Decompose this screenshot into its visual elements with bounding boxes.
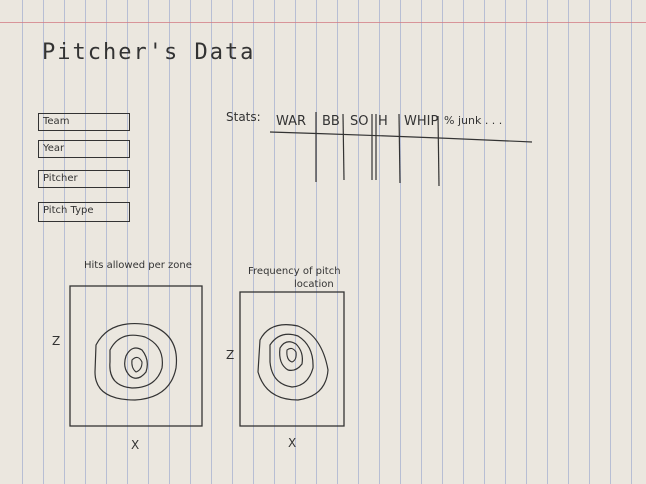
stat-h: H <box>378 114 388 129</box>
stat-so: SO <box>350 114 369 129</box>
hits-x-axis-label: X <box>131 438 140 452</box>
freq-chart-title-line1: Frequency of pitch <box>248 266 341 277</box>
paper-margin-line <box>0 22 646 23</box>
hits-chart-title: Hits allowed per zone <box>84 260 192 271</box>
hits-z-axis-label: Z <box>52 334 61 348</box>
freq-chart-title-line2: location <box>294 279 334 290</box>
pitcher-field[interactable]: Pitcher <box>38 170 130 188</box>
stat-junk: % junk . . . <box>444 114 503 127</box>
stat-bb: BB <box>322 114 340 129</box>
stats-label: Stats: <box>226 110 261 124</box>
stat-whip: WHIP <box>404 114 439 129</box>
year-field[interactable]: Year <box>38 140 130 158</box>
freq-x-axis-label: X <box>288 436 297 450</box>
freq-z-axis-label: Z <box>226 348 235 362</box>
page-title: Pitcher's Data <box>42 40 256 65</box>
team-field[interactable]: Team <box>38 113 130 131</box>
stat-war: WAR <box>276 114 307 129</box>
pitch-type-field[interactable]: Pitch Type <box>38 202 130 222</box>
